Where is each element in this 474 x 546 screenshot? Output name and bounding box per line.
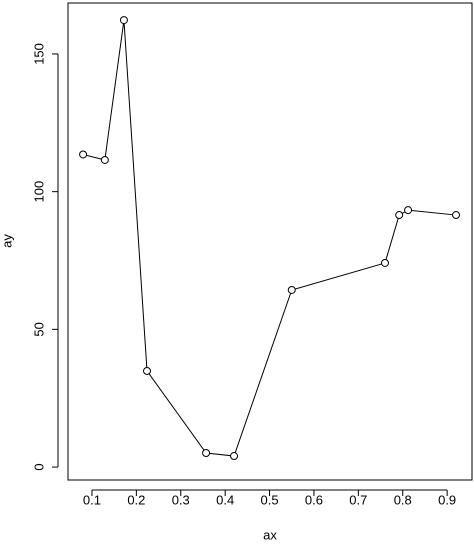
data-point bbox=[452, 211, 461, 220]
x-tick-label: 0.3 bbox=[172, 492, 190, 507]
data-point bbox=[100, 155, 109, 164]
data-point bbox=[380, 258, 389, 267]
x-tick-label: 0.9 bbox=[438, 492, 456, 507]
data-point bbox=[79, 150, 88, 159]
data-point bbox=[143, 366, 152, 375]
data-point bbox=[404, 206, 413, 215]
data-point bbox=[395, 211, 404, 220]
x-tick-label: 0.1 bbox=[83, 492, 101, 507]
y-axis-label: ay bbox=[0, 234, 14, 248]
x-tick-label: 0.4 bbox=[216, 492, 234, 507]
data-point bbox=[202, 449, 211, 458]
x-tick-label: 0.6 bbox=[305, 492, 323, 507]
y-tick-label: 150 bbox=[31, 43, 46, 65]
y-tick-label: 0 bbox=[31, 463, 46, 470]
data-line bbox=[82, 20, 457, 457]
x-tick-label: 0.5 bbox=[261, 492, 279, 507]
data-point bbox=[230, 452, 239, 461]
x-tick-label: 0.8 bbox=[394, 492, 412, 507]
x-tick-label: 0.7 bbox=[349, 492, 367, 507]
data-point bbox=[119, 16, 128, 25]
x-tick-label: 0.2 bbox=[127, 492, 145, 507]
data-point bbox=[287, 285, 296, 294]
plot-box bbox=[67, 2, 473, 481]
x-axis-label: ax bbox=[263, 527, 277, 542]
y-tick-label: 50 bbox=[31, 322, 46, 336]
y-tick-label: 100 bbox=[31, 181, 46, 203]
